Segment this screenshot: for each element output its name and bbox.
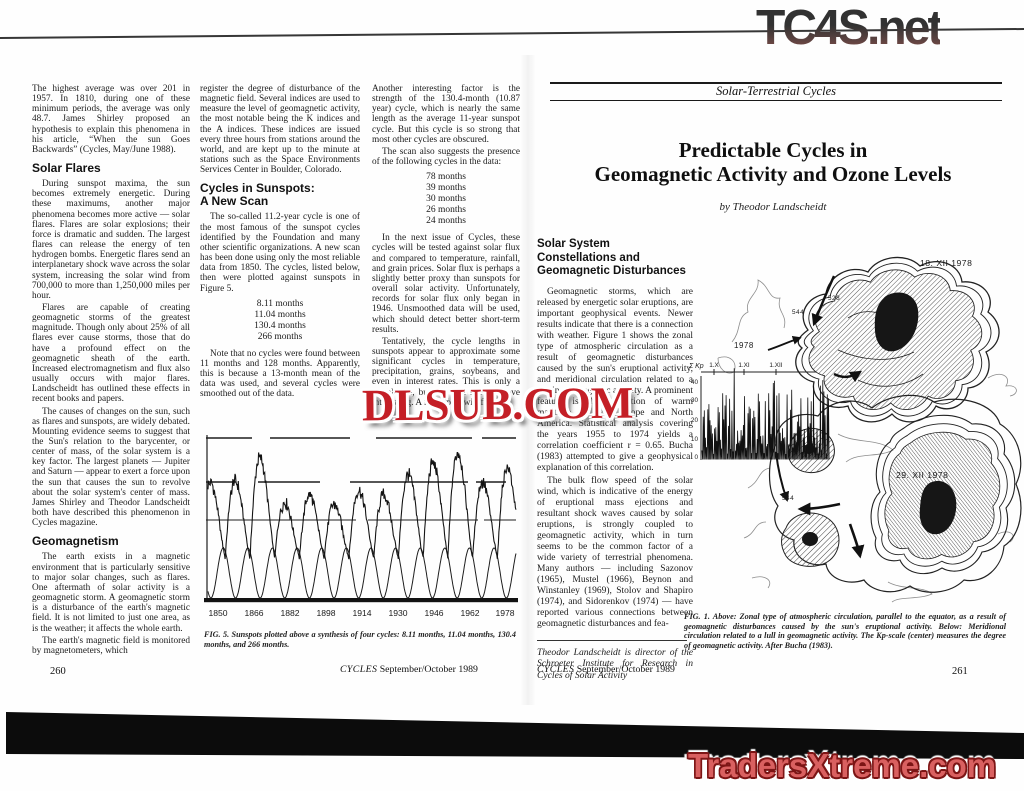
- kp-series: [701, 368, 830, 460]
- tick-label: 1978: [495, 608, 514, 618]
- paragraph: In the next issue of Cycles, these cycle…: [372, 233, 520, 335]
- paragraph: Another interesting factor is the streng…: [372, 84, 520, 145]
- date-label-upper: 18. XII 1978: [920, 258, 972, 268]
- kp-tick: 0: [694, 454, 698, 461]
- tick-label: 1882: [280, 608, 299, 618]
- byline: by Theodor Landscheidt: [719, 201, 827, 213]
- left-page-column-1: The highest average was over 201 in 1957…: [32, 84, 190, 658]
- fig5-frame: [204, 435, 518, 603]
- bio-divider: [537, 639, 687, 641]
- contour-label: 544: [782, 495, 794, 502]
- paragraph: The causes of changes on the sun, such a…: [32, 406, 190, 529]
- flow-arrow: [811, 275, 836, 327]
- paragraph: During sunspot maxima, the sun becomes e…: [32, 179, 190, 301]
- paragraph: The scan also suggests the presence of t…: [372, 146, 520, 168]
- cycle-list: 78 months 39 months 30 months 26 months …: [426, 172, 466, 227]
- flow-arrow: [833, 370, 863, 383]
- heading-solar-flares: Solar Flares: [32, 161, 101, 176]
- watermark-dlsub: DLSUB.COM: [361, 377, 634, 431]
- paragraph: Geomagnetic storms, which are released b…: [537, 286, 693, 473]
- watermark-tc4s: TC4S.net: [756, 1, 944, 55]
- paragraph: The earth's magnetic field is monitored …: [32, 635, 190, 656]
- fig5-caption: FIG. 5. Sunspots plotted above a synthes…: [204, 630, 516, 649]
- right-page-footer: CYCLES September/October 1989: [537, 664, 675, 675]
- heading-cycles-in-sunspots: Cycles in Sunspots: A New Scan: [200, 181, 315, 209]
- flow-arrow: [848, 523, 865, 559]
- paragraph: Flares are capable of creating geomagnet…: [32, 302, 190, 405]
- arrow-to-upper-map: [767, 336, 802, 351]
- tick-label: 1930: [388, 608, 407, 618]
- paragraph: The earth exists in a magnetic environme…: [32, 552, 190, 634]
- paragraph: The so-called 11.2-year cycle is one of …: [200, 212, 360, 294]
- tick-label: 1914: [352, 608, 371, 618]
- left-page-column-2: register the degree of disturbance of th…: [200, 84, 360, 401]
- paragraph: Note that no cycles were found between 1…: [200, 348, 360, 400]
- contour-label: 528: [828, 295, 840, 302]
- kp-date: 1.XI: [738, 362, 750, 369]
- paragraph: The bulk flow speed of the solar wind, w…: [537, 475, 693, 629]
- coastline-lines: [717, 279, 1017, 603]
- x-axis-baseline: [204, 598, 518, 603]
- dark-core-upper: [874, 292, 919, 352]
- right-page-column-1: Solar System Constellations and Geomagne…: [537, 238, 693, 683]
- tick-label: 1898: [316, 608, 335, 618]
- upper-zonal-map: [795, 256, 1000, 423]
- kp-date: 1.X: [709, 362, 719, 369]
- page-number-left: 260: [50, 666, 66, 677]
- tick-label: 1866: [244, 608, 263, 618]
- left-page-footer: CYCLES September/October 1989: [340, 664, 478, 675]
- kp-tick: 20: [691, 417, 699, 424]
- date-label-lower: 29. XII 1978: [896, 470, 948, 480]
- author-bio: Theodor Landscheidt is director of the S…: [537, 646, 693, 681]
- synthesis-cycle-curve: [207, 547, 517, 599]
- page-gutter-shadow: [520, 55, 536, 705]
- section-kicker: Solar-Terrestrial Cycles: [550, 82, 1002, 101]
- fig5-sunspot-chart: 1850 1866 1882 1898 1914 1930 1946 1962 …: [204, 435, 518, 618]
- tick-label: 1962: [460, 608, 479, 618]
- heading-geomagnetism: Geomagnetism: [32, 534, 119, 549]
- dark-core-lower: [919, 480, 957, 535]
- paragraph: Tentatively, the cycle lengths in sunspo…: [372, 336, 520, 408]
- kp-date: 1.XII: [769, 362, 782, 369]
- year-label: 1978: [734, 341, 754, 350]
- fig5-year-labels: 1850 1866 1882 1898 1914 1930 1946 1962 …: [208, 608, 514, 618]
- kp-index-chart: 40 30 20 10 0 1.X 1.XI 1.XII Σ Kp: [688, 336, 830, 502]
- kp-tick: 40: [691, 379, 699, 386]
- contour-label: 544: [792, 309, 804, 316]
- left-page-column-3: Another interesting factor is the streng…: [372, 84, 520, 410]
- tick-label: 1850: [208, 608, 227, 618]
- kp-tick: 30: [691, 397, 699, 404]
- kp-tick: 10: [691, 436, 699, 443]
- tick-label: 1946: [424, 608, 443, 618]
- paragraph: register the degree of disturbance of th…: [200, 84, 360, 176]
- article-title: Predictable Cycles in Geomagnetic Activi…: [594, 138, 952, 186]
- fig1-labels: 18. XII 1978 29. XII 1978 1978 544 528 5…: [734, 258, 972, 502]
- kp-axis-label: Σ Kp: [688, 363, 704, 370]
- heading-solar-system-constellations: Solar System Constellations and Geomagne…: [537, 238, 686, 277]
- flow-arrow: [797, 502, 841, 516]
- arrow-to-lower-map: [775, 451, 790, 502]
- page-number-right: 261: [952, 666, 968, 677]
- fig1-caption: FIG. 1. Above: Zonal type of atmospheric…: [684, 612, 1006, 650]
- cycle-list: 8.11 months 11.04 months 130.4 months 26…: [254, 298, 306, 342]
- paragraph: The highest average was over 201 in 1957…: [32, 84, 190, 155]
- sunspot-curve: [207, 451, 517, 560]
- watermark-tradersxtreme: TradersXtreme.com: [688, 747, 997, 784]
- fig1-circulation-maps: 40 30 20 10 0 1.X 1.XI 1.XII Σ Kp 18. XI…: [688, 256, 1022, 603]
